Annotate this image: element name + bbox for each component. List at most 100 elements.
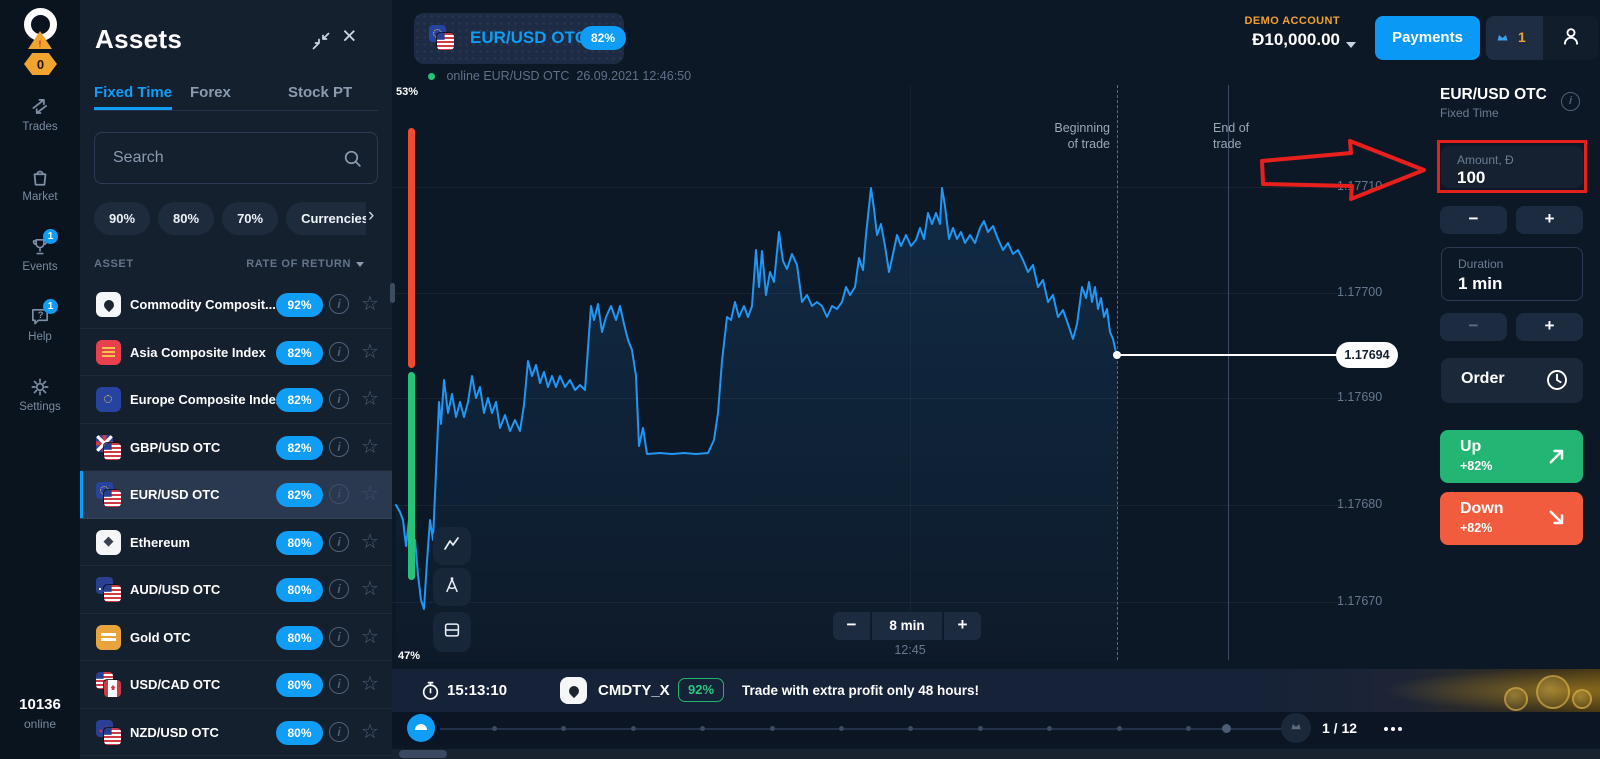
banner-dot[interactable] xyxy=(1186,726,1191,731)
favorite-star-icon[interactable]: ☆ xyxy=(361,435,379,458)
filter-chip-90[interactable]: 90% xyxy=(94,202,151,235)
info-icon[interactable]: i xyxy=(329,341,349,362)
active-pair-tab[interactable]: EUR/USD OTC 82% xyxy=(414,13,626,64)
search-box[interactable] xyxy=(94,132,378,184)
down-button[interactable]: Down +82% xyxy=(1440,492,1583,545)
up-button[interactable]: Up +82% xyxy=(1440,430,1583,483)
sidebar-item-trades[interactable]: Trades xyxy=(0,96,80,133)
amount-increase-button[interactable]: + xyxy=(1516,206,1583,234)
filter-chip-80[interactable]: 80% xyxy=(158,202,215,235)
account-switcher[interactable]: DEMO ACCOUNT Đ10,000.00 xyxy=(1180,15,1340,50)
assets-scrollbar-thumb[interactable] xyxy=(390,283,395,303)
asset-row-eur-usd-otc[interactable]: EUR/USD OTC 82% i ☆ xyxy=(80,471,392,519)
duration-decrease-button[interactable]: − xyxy=(1440,313,1507,341)
notifications-button[interactable]: 1 xyxy=(1486,16,1543,60)
asset-row-aud-usd-otc[interactable]: AUD/USD OTC 80% i ☆ xyxy=(80,566,392,614)
tab-stock-pt[interactable]: Stock PT xyxy=(288,84,353,101)
favorite-star-icon[interactable]: ☆ xyxy=(361,388,379,410)
amount-label: Amount, Đ xyxy=(1457,153,1514,167)
promo-asset-name[interactable]: CMDTY_X xyxy=(598,682,670,699)
drawing-tools-button[interactable] xyxy=(433,568,471,606)
sidebar-item-market[interactable]: Market xyxy=(0,166,80,203)
favorite-star-icon[interactable]: ☆ xyxy=(361,720,379,743)
duration-increase-button[interactable]: + xyxy=(1516,313,1583,341)
zoom-in-button[interactable]: + xyxy=(944,612,981,640)
current-price-dot xyxy=(1113,351,1121,359)
close-icon[interactable]: × xyxy=(342,22,357,50)
beginning-of-trade-line xyxy=(1117,85,1118,660)
favorite-star-icon[interactable]: ☆ xyxy=(361,673,379,695)
arrow-up-right-icon xyxy=(1547,446,1567,471)
info-icon[interactable]: i xyxy=(329,436,349,457)
banner-dot[interactable] xyxy=(839,726,844,731)
banner-toggle-button[interactable] xyxy=(407,714,435,742)
info-icon[interactable]: i xyxy=(1561,92,1580,111)
asset-row-gbp-usd-otc[interactable]: GBP/USD OTC 82% i ☆ xyxy=(80,424,392,471)
tab-fixed-time[interactable]: Fixed Time xyxy=(94,84,173,110)
chips-scroll-right-icon[interactable]: › xyxy=(368,205,375,226)
banner-dot[interactable] xyxy=(492,726,497,731)
asset-name: Asia Composite Index xyxy=(130,344,266,360)
info-icon[interactable]: i xyxy=(329,389,349,409)
banner-dot[interactable] xyxy=(1047,726,1052,731)
chart-type-button[interactable] xyxy=(433,527,471,565)
info-icon[interactable]: i xyxy=(329,674,349,694)
info-icon[interactable]: i xyxy=(329,626,349,647)
collapse-panel-icon[interactable] xyxy=(310,30,332,52)
favorite-star-icon[interactable]: ☆ xyxy=(361,483,379,505)
banner-dot[interactable] xyxy=(1117,726,1122,731)
tab-forex[interactable]: Forex xyxy=(190,84,231,101)
scrollbar-thumb[interactable] xyxy=(399,750,447,758)
banner-dot[interactable] xyxy=(700,726,705,731)
info-icon[interactable]: i xyxy=(329,721,349,742)
banner-dot[interactable] xyxy=(978,726,983,731)
favorite-star-icon[interactable]: ☆ xyxy=(361,293,379,315)
asset-row-commodity-composit[interactable]: Commodity Composit... 92% i ☆ xyxy=(80,281,392,329)
duration-value[interactable]: 1 min xyxy=(1458,274,1503,293)
favorite-star-icon[interactable]: ☆ xyxy=(361,340,379,363)
layout-button[interactable] xyxy=(433,612,471,652)
sidebar-item-help[interactable]: 1 ? Help xyxy=(0,299,80,343)
horizontal-scrollbar[interactable] xyxy=(392,749,1600,759)
sidebar-item-settings[interactable]: Settings xyxy=(0,376,80,413)
asset-column-header: ASSET xyxy=(94,258,134,270)
gridline xyxy=(392,505,1340,506)
asset-row-asia-composite-index[interactable]: Asia Composite Index 82% i ☆ xyxy=(80,329,392,376)
order-button[interactable]: Order xyxy=(1441,358,1583,403)
filter-chip-70[interactable]: 70% xyxy=(222,202,279,235)
more-options-button[interactable] xyxy=(1384,720,1402,731)
banner-dot[interactable] xyxy=(770,726,775,731)
amount-value[interactable]: 100 xyxy=(1457,168,1486,187)
asset-row-usd-cad-otc[interactable]: USD/CAD OTC 80% i ☆ xyxy=(80,661,392,709)
asset-row-ethereum[interactable]: ◆ Ethereum 80% i ☆ xyxy=(80,519,392,566)
filter-chip-currencies[interactable]: Currencies xyxy=(286,202,366,235)
banner-dot[interactable] xyxy=(561,726,566,731)
favorite-star-icon[interactable]: ☆ xyxy=(361,530,379,553)
amount-field[interactable]: Amount, Đ 100 xyxy=(1441,146,1583,188)
asset-row-gold-otc[interactable]: Gold OTC 80% i ☆ xyxy=(80,614,392,661)
rate-column-header[interactable]: RATE OF RETURN xyxy=(246,258,364,270)
favorite-star-icon[interactable]: ☆ xyxy=(361,625,379,648)
info-icon[interactable]: i xyxy=(329,531,349,552)
asset-row-nzd-usd-otc[interactable]: NZD/USD OTC 80% i ☆ xyxy=(80,709,392,756)
split-layout-icon xyxy=(442,620,462,645)
amount-decrease-button[interactable]: − xyxy=(1440,206,1507,234)
banner-dot-active[interactable] xyxy=(1222,724,1231,733)
info-icon[interactable]: i xyxy=(329,579,349,599)
chevron-down-icon[interactable] xyxy=(1346,42,1356,48)
sidebar-item-events[interactable]: 1 Events xyxy=(0,229,80,273)
asset-row-europe-composite-index[interactable]: Europe Composite Index 82% i ☆ xyxy=(80,376,392,424)
info-icon[interactable]: i xyxy=(329,294,349,314)
search-input[interactable] xyxy=(113,133,333,183)
info-icon[interactable]: i xyxy=(329,484,349,504)
banner-dot[interactable] xyxy=(631,726,636,731)
profile-button[interactable] xyxy=(1543,16,1598,60)
favorite-star-icon[interactable]: ☆ xyxy=(361,578,379,600)
banner-dot[interactable] xyxy=(908,726,913,731)
price-tick-label: 1.17670 xyxy=(1337,594,1383,608)
duration-field[interactable]: Duration 1 min xyxy=(1441,247,1583,301)
banner-crown-button[interactable] xyxy=(1281,713,1311,743)
payments-button[interactable]: Payments xyxy=(1375,16,1480,60)
zoom-out-button[interactable]: − xyxy=(833,612,870,640)
